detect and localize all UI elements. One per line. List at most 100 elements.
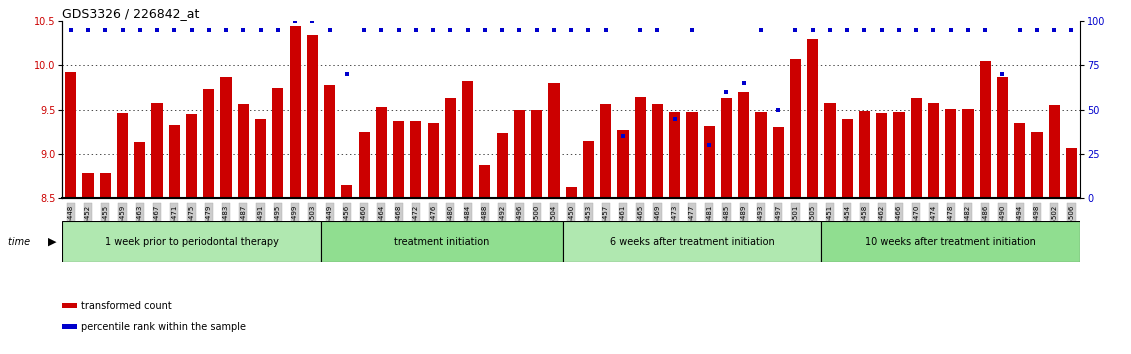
Point (976, 27, 994, 33)
Point (873, 27, 891, 33)
Bar (877, 113, 888, 198)
Text: 10 weeks after treatment initiation: 10 weeks after treatment initiation (865, 236, 1036, 247)
Point (648, 27, 666, 33)
Point (821, 27, 839, 33)
Text: transformed count: transformed count (81, 301, 172, 310)
Bar (651, 103, 663, 198)
Point (96, 27, 114, 33)
Bar (789, 59, 801, 198)
Bar (634, 97, 646, 198)
Bar (116, 113, 128, 198)
Bar (703, 126, 715, 198)
Point (113, 27, 131, 33)
Point (545, 27, 563, 33)
Bar (772, 126, 784, 198)
Bar (841, 119, 853, 198)
Bar (135, 142, 146, 198)
Bar (83, 173, 94, 198)
Bar (480, 166, 491, 198)
Point (1062, 27, 1080, 33)
Bar (185, 114, 197, 198)
Point (182, 27, 200, 33)
Bar (756, 112, 767, 198)
Point (1028, 27, 1046, 33)
Point (907, 27, 925, 33)
Point (286, 18, 304, 24)
Bar (893, 112, 905, 198)
Point (855, 27, 873, 33)
Point (579, 27, 597, 33)
Bar (1048, 105, 1060, 198)
Bar (821, 221, 1080, 262)
Text: ▶: ▶ (48, 236, 57, 247)
Bar (927, 103, 939, 198)
Bar (562, 221, 821, 262)
Bar (618, 130, 629, 198)
Point (562, 27, 580, 33)
Point (786, 27, 804, 33)
Bar (582, 141, 594, 198)
Bar (996, 77, 1008, 198)
Text: time: time (8, 236, 33, 247)
Bar (238, 103, 249, 198)
Point (631, 27, 649, 33)
Bar (152, 103, 163, 198)
Bar (273, 88, 284, 198)
Point (1045, 27, 1063, 33)
Bar (601, 103, 611, 198)
Bar (1031, 132, 1043, 198)
Point (269, 27, 287, 33)
Point (959, 27, 977, 33)
Point (527, 27, 545, 33)
Bar (824, 103, 836, 198)
Bar (720, 98, 732, 198)
Point (338, 72, 356, 77)
Point (458, 27, 476, 33)
Point (476, 27, 494, 33)
Point (804, 27, 822, 33)
Point (752, 27, 770, 33)
Point (217, 27, 235, 33)
Text: GDS3326 / 226842_at: GDS3326 / 226842_at (62, 7, 199, 20)
Point (165, 27, 183, 33)
Text: percentile rank within the sample: percentile rank within the sample (81, 322, 247, 332)
Point (234, 27, 252, 33)
Point (700, 142, 718, 148)
Bar (1015, 123, 1026, 198)
Point (1011, 27, 1029, 33)
Point (407, 27, 425, 33)
Bar (532, 110, 542, 198)
Point (131, 27, 149, 33)
Bar (204, 89, 215, 198)
Point (838, 27, 856, 33)
Bar (808, 39, 819, 198)
Point (303, 18, 321, 24)
Text: 1 week prior to periodontal therapy: 1 week prior to periodontal therapy (105, 236, 278, 247)
Text: treatment initiation: treatment initiation (394, 236, 490, 247)
Bar (513, 110, 525, 198)
Bar (687, 112, 698, 198)
Point (683, 27, 701, 33)
Bar (66, 72, 77, 198)
Point (735, 80, 753, 86)
Bar (342, 185, 353, 198)
Bar (62, 221, 321, 262)
Bar (254, 119, 266, 198)
Bar (375, 107, 387, 198)
Bar (321, 221, 562, 262)
Bar (444, 98, 456, 198)
Point (62, 27, 80, 33)
Bar (463, 81, 473, 198)
Point (320, 27, 338, 33)
Text: 6 weeks after treatment initiation: 6 weeks after treatment initiation (610, 236, 775, 247)
Point (389, 27, 407, 33)
Bar (979, 61, 991, 198)
Point (493, 27, 511, 33)
Bar (739, 92, 749, 198)
Point (769, 107, 787, 113)
Point (200, 27, 218, 33)
Bar (323, 85, 335, 198)
Bar (392, 121, 404, 198)
Bar (411, 121, 422, 198)
Point (148, 27, 166, 33)
